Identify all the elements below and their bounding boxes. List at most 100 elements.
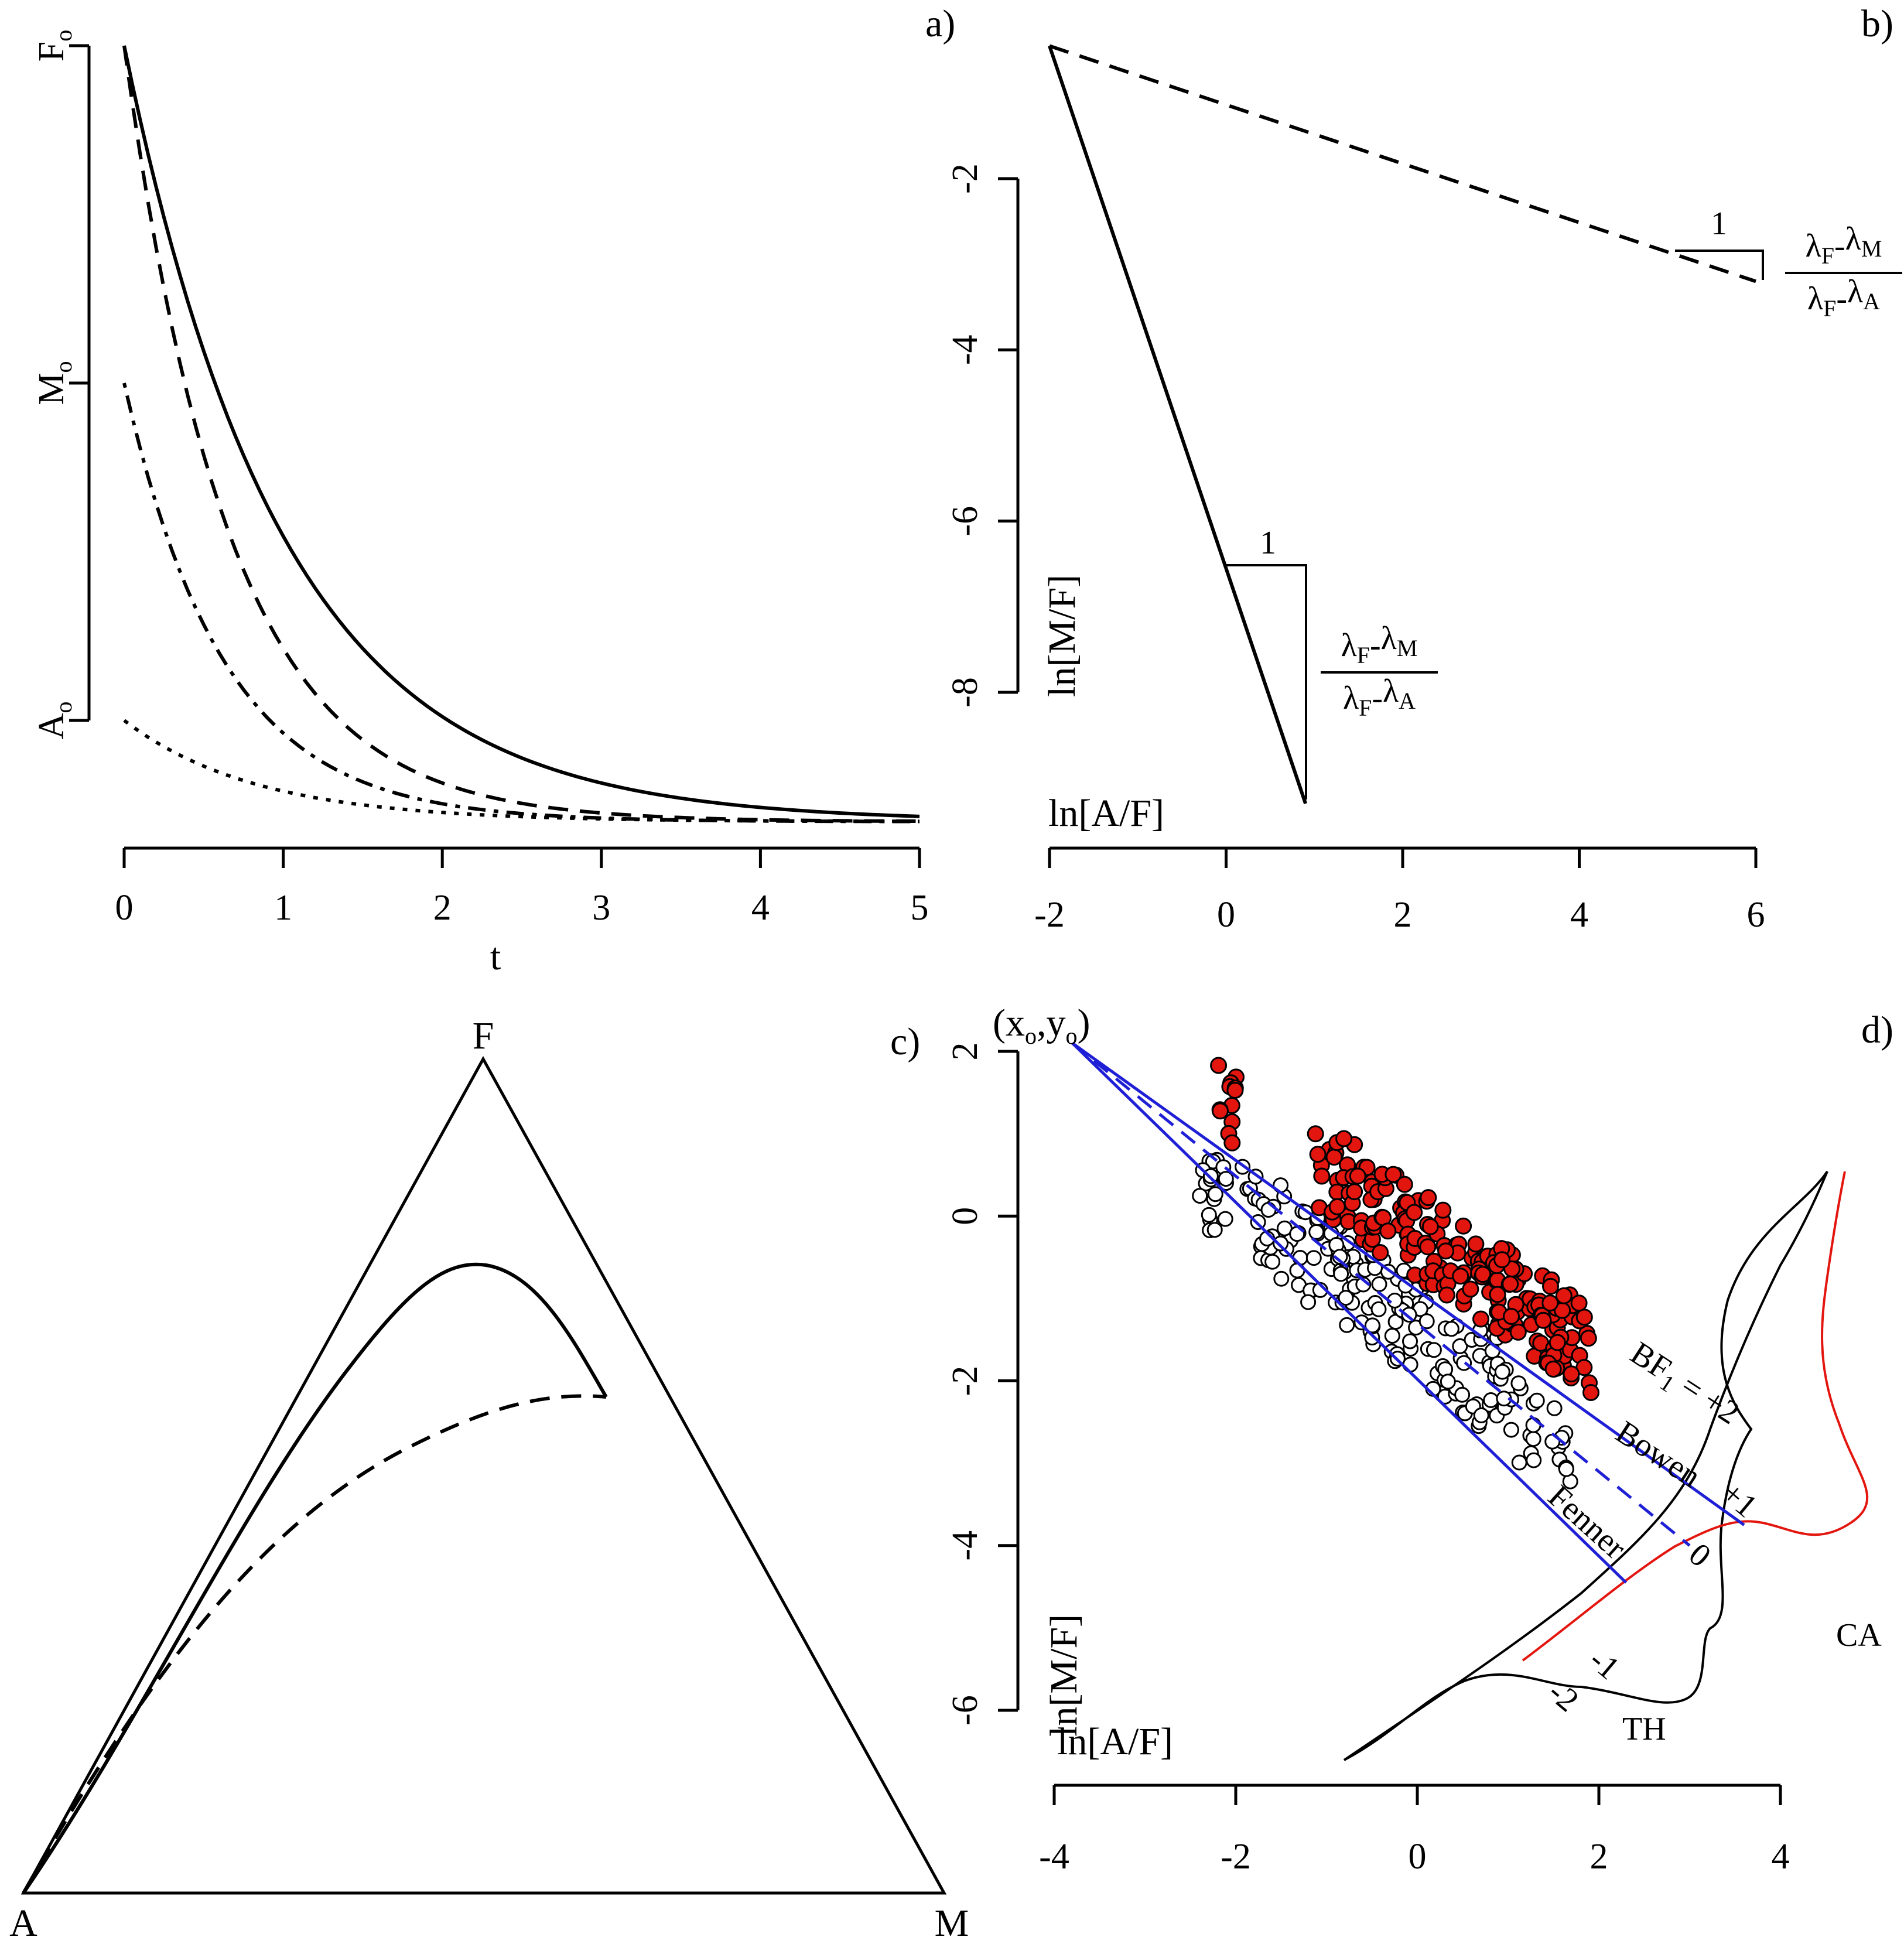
white-point <box>1364 1317 1380 1334</box>
red-point <box>1502 1275 1519 1293</box>
slope-frac-solid-num-part: F <box>1357 642 1370 668</box>
slope-frac-dashed-num: λF-λM <box>1806 221 1882 269</box>
white-point <box>1333 1266 1349 1282</box>
white-point <box>1217 1211 1233 1227</box>
white-point <box>1426 1342 1442 1358</box>
y-tick-label: -2 <box>945 163 985 194</box>
white-point <box>1371 1276 1387 1292</box>
y-tick-label-sub: o <box>50 30 77 42</box>
bf-label-value: = +2 <box>1667 1363 1746 1431</box>
slope-frac-dashed-num-part: - <box>1834 228 1845 264</box>
red-point <box>1223 1134 1241 1152</box>
white-point <box>1273 1270 1290 1287</box>
red-point <box>1349 1167 1366 1185</box>
x-tick-label: -2 <box>1034 895 1065 935</box>
white-point <box>1370 1301 1387 1317</box>
white-point <box>1473 1407 1489 1423</box>
white-point <box>1273 1235 1289 1252</box>
red-point <box>1372 1244 1389 1261</box>
red-point <box>1503 1308 1520 1325</box>
slope-frac-dashed-den-part: F <box>1823 295 1836 322</box>
slope-frac-solid-den-part: A <box>1399 688 1416 714</box>
red-point <box>1420 1189 1437 1207</box>
white-point <box>1218 1171 1234 1187</box>
red-point <box>1534 1311 1552 1329</box>
red-point <box>1379 1222 1397 1240</box>
red-point <box>1309 1146 1327 1163</box>
red-point <box>1212 1102 1229 1120</box>
white-point <box>1546 1400 1563 1416</box>
white-point <box>1526 1452 1542 1468</box>
white-point <box>1452 1338 1468 1354</box>
red-point <box>1385 1166 1402 1183</box>
x-tick-label: 5 <box>911 888 929 928</box>
panel-d-label: d) <box>1861 1009 1893 1051</box>
red-point <box>1541 1294 1559 1312</box>
x-tick-label: 2 <box>433 888 452 928</box>
white-point <box>1558 1461 1574 1477</box>
red-point <box>1210 1057 1228 1074</box>
red-point <box>1580 1330 1597 1347</box>
red-point <box>1570 1294 1588 1312</box>
panel-d: d) 20-2-4-6 -4 -2 0 2 4 (xo,yo)BF1 = +2+10-1… <box>945 1002 1893 1877</box>
red-point <box>1452 1267 1469 1285</box>
red-point <box>1575 1308 1593 1326</box>
x-tick-label: 4 <box>1772 1837 1790 1877</box>
panel-a-series <box>122 45 920 824</box>
red-point <box>1437 1242 1455 1260</box>
slope-run-dashed: 1 <box>1711 206 1727 242</box>
panel-d-points <box>1192 1057 1599 1489</box>
vertex-label-a: A <box>9 1902 37 1944</box>
slope-frac-dashed-den: λF-λA <box>1807 274 1880 322</box>
y-tick-label: -2 <box>945 1366 985 1396</box>
red-point <box>1563 1365 1580 1383</box>
series-line-dashed <box>122 45 920 824</box>
red-point <box>1582 1384 1599 1401</box>
ternary-curve-solid <box>22 1262 608 1894</box>
slope-run-solid: 1 <box>1260 525 1276 561</box>
series-line-dotted <box>123 719 920 824</box>
vertex-label-m: M <box>935 1902 969 1944</box>
y-tick-label: 0 <box>945 1207 985 1225</box>
white-point <box>1332 1249 1348 1265</box>
white-point <box>1454 1386 1471 1403</box>
red-point <box>1467 1235 1485 1253</box>
red-point <box>1335 1130 1353 1147</box>
bf-tick-label: -1 <box>1582 1641 1627 1686</box>
ternary-triangle <box>20 1055 947 1895</box>
panel-a-label: a) <box>925 2 955 45</box>
panel-b-series <box>1048 44 1756 804</box>
origin-label-part: o <box>1025 1023 1037 1049</box>
slope-frac-solid-den-part: λ <box>1383 673 1399 709</box>
series-line-solid <box>122 45 920 818</box>
series-line-dotdash <box>122 382 919 824</box>
th-density <box>1344 1170 1828 1761</box>
white-point <box>1339 1317 1355 1333</box>
panel-d-x-axis: -4 -2 0 2 4 <box>1039 1784 1790 1877</box>
white-point <box>1443 1321 1459 1337</box>
slope-frac-dashed-num-part: λ <box>1845 221 1861 257</box>
ray-neutral <box>1071 1041 1691 1547</box>
y-tick-label-main: A <box>32 713 71 739</box>
white-point <box>1207 1186 1223 1202</box>
panel-b-x-label: ln[A/F] <box>1048 792 1164 835</box>
x-tick-label: 3 <box>592 888 610 928</box>
panel-d-x-label: ln[A/F] <box>1057 1720 1173 1763</box>
white-point <box>1494 1364 1510 1380</box>
red-point <box>1462 1280 1479 1298</box>
white-point <box>1264 1253 1281 1270</box>
white-point <box>1440 1374 1456 1390</box>
white-point <box>1511 1454 1527 1471</box>
slope-frac-solid-num-part: λ <box>1381 620 1397 657</box>
red-point <box>1434 1201 1452 1219</box>
red-point <box>1549 1334 1566 1351</box>
y-tick-label: -6 <box>945 506 985 537</box>
red-point <box>1419 1238 1437 1256</box>
red-point <box>1555 1287 1573 1304</box>
ray-fenner <box>1071 1042 1628 1584</box>
x-tick-label: -2 <box>1221 1837 1251 1877</box>
red-point <box>1396 1176 1413 1193</box>
ca-label: CA <box>1836 1617 1882 1653</box>
